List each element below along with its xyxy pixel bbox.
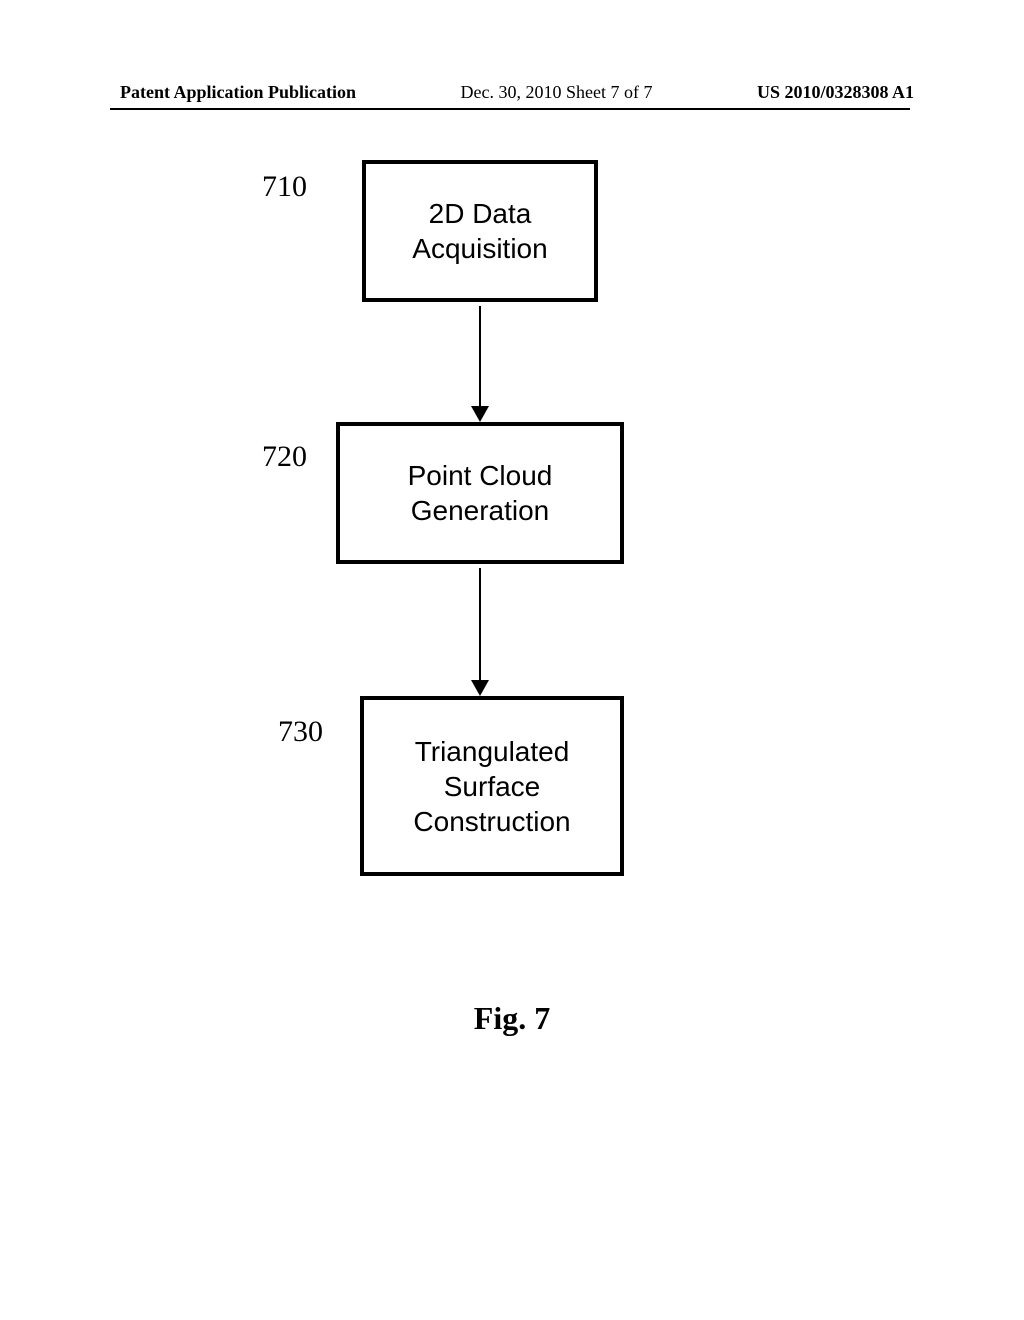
page-header: Patent Application Publication Dec. 30, … (0, 82, 1024, 103)
node-label-710: 710 (262, 170, 307, 204)
header-publication-type: Patent Application Publication (120, 82, 356, 103)
node-text-730: Triangulated Surface Construction (413, 734, 570, 839)
header-publication-number: US 2010/0328308 A1 (757, 82, 914, 103)
header-date-sheet: Dec. 30, 2010 Sheet 7 of 7 (461, 82, 653, 103)
node-text-720: Point Cloud Generation (408, 458, 553, 528)
arrowhead-icon (471, 680, 489, 696)
node-box-710: 2D Data Acquisition (362, 160, 598, 302)
node-label-720: 720 (262, 440, 307, 474)
arrow-720-to-730 (479, 568, 481, 684)
node-text-710: 2D Data Acquisition (412, 196, 547, 266)
node-box-730: Triangulated Surface Construction (360, 696, 624, 876)
figure-caption: Fig. 7 (0, 1000, 1024, 1037)
node-box-720: Point Cloud Generation (336, 422, 624, 564)
node-label-730: 730 (278, 715, 323, 749)
arrow-710-to-720 (479, 306, 481, 410)
header-divider (110, 108, 910, 110)
arrowhead-icon (471, 406, 489, 422)
